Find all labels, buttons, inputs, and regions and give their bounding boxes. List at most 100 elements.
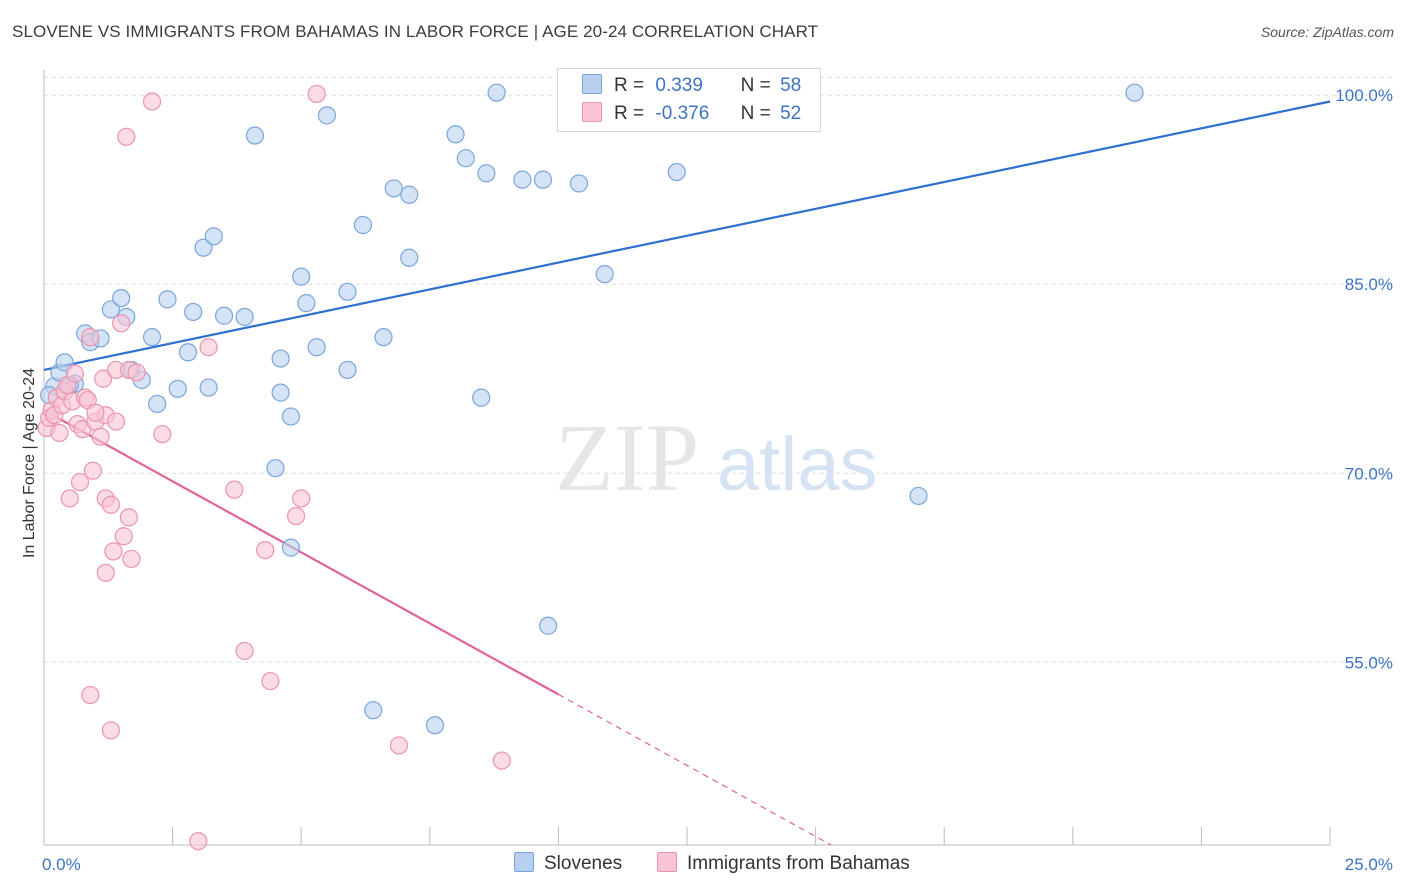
point-slovenes	[456, 149, 475, 168]
point-slovenes	[307, 338, 326, 357]
point-bahamas	[91, 427, 110, 446]
point-bahamas	[112, 314, 131, 333]
source-credit: Source: ZipAtlas.com	[1260, 24, 1394, 40]
point-bahamas	[225, 480, 244, 499]
x-tick-label: 25.0%	[1345, 855, 1393, 874]
point-slovenes	[338, 360, 357, 380]
point-bahamas	[117, 127, 136, 146]
y-tick-label: 70.0%	[1345, 464, 1393, 483]
point-slovenes	[446, 125, 465, 144]
point-bahamas	[86, 403, 105, 422]
point-bahamas	[81, 328, 100, 347]
legend-n-label: N =	[740, 103, 771, 124]
point-bahamas	[286, 506, 306, 526]
point-slovenes	[477, 164, 496, 183]
point-slovenes	[199, 378, 218, 397]
x-tick-label: 0.0%	[42, 855, 81, 874]
point-slovenes	[271, 383, 290, 402]
bottom-legend-slovenes: Slovenes	[514, 852, 622, 875]
legend-r-label: R =	[614, 103, 645, 124]
legend-n-label: N =	[740, 75, 771, 96]
y-tick-label: 55.0%	[1345, 653, 1393, 672]
point-slovenes	[292, 267, 311, 286]
point-bahamas	[94, 369, 113, 388]
watermark-zip: ZIP	[555, 404, 699, 511]
legend-r-label: R =	[614, 75, 645, 96]
legend-row-bahamas: R = -0.376 N = 52	[582, 101, 801, 127]
trend-line-bahamas	[43, 409, 559, 696]
point-slovenes	[374, 328, 393, 347]
y-tick-labels: 100.0% 85.0% 70.0% 55.0%	[1335, 86, 1393, 672]
y-axis-label: In Labor Force | Age 20-24	[21, 368, 38, 558]
bottom-legend-swatch-pink	[657, 852, 677, 872]
point-slovenes	[245, 126, 265, 145]
point-bahamas	[389, 736, 409, 755]
x-tick-labels: 0.0% 25.0%	[42, 855, 1393, 874]
point-slovenes	[158, 290, 177, 309]
y-tick-label: 85.0%	[1345, 275, 1393, 294]
point-slovenes	[338, 282, 357, 301]
point-slovenes	[271, 349, 290, 368]
bottom-legend-swatch-blue	[514, 852, 534, 872]
legend-swatch-blue	[582, 74, 602, 94]
point-bahamas	[122, 549, 141, 569]
point-bahamas	[127, 363, 146, 382]
grid-lines	[44, 76, 1395, 663]
point-slovenes	[297, 294, 316, 313]
point-slovenes	[569, 174, 589, 193]
point-bahamas	[96, 563, 115, 582]
point-bahamas	[60, 489, 79, 508]
point-bahamas	[70, 472, 90, 492]
point-slovenes	[364, 701, 383, 720]
point-slovenes	[178, 343, 198, 362]
point-bahamas	[235, 641, 254, 661]
point-slovenes	[194, 238, 213, 257]
point-slovenes	[168, 379, 187, 398]
point-bahamas	[83, 461, 102, 480]
point-bahamas	[199, 338, 218, 357]
bottom-legend-bahamas: Immigrants from Bahamas	[657, 852, 910, 875]
bottom-legend-label: Immigrants from Bahamas	[687, 853, 910, 874]
watermark-atlas: atlas	[717, 422, 878, 507]
point-slovenes	[214, 306, 234, 325]
legend-r-value: 0.339	[655, 75, 703, 96]
point-slovenes	[384, 179, 403, 198]
point-slovenes	[595, 265, 614, 284]
point-slovenes	[533, 170, 553, 189]
point-bahamas	[81, 685, 100, 705]
point-slovenes	[909, 486, 928, 506]
point-bahamas	[106, 412, 126, 431]
point-slovenes	[425, 716, 445, 735]
point-bahamas	[261, 672, 280, 691]
point-slovenes	[266, 459, 285, 478]
legend-n-value: 52	[780, 103, 802, 124]
point-bahamas	[292, 489, 311, 508]
point-slovenes	[148, 394, 167, 414]
point-bahamas	[153, 425, 172, 444]
point-bahamas	[492, 751, 511, 770]
point-slovenes	[353, 215, 373, 235]
point-slovenes	[472, 388, 491, 407]
point-slovenes	[184, 302, 203, 322]
axes	[43, 70, 1331, 846]
point-slovenes	[539, 616, 558, 635]
point-slovenes	[513, 170, 532, 189]
point-bahamas	[65, 364, 84, 383]
bottom-legend-label: Slovenes	[544, 853, 623, 874]
y-tick-label: 100.0%	[1335, 86, 1393, 105]
point-bahamas	[50, 423, 69, 443]
legend-r-value: -0.376	[655, 103, 710, 124]
point-slovenes	[235, 307, 254, 327]
chart-title: SLOVENE VS IMMIGRANTS FROM BAHAMAS IN LA…	[12, 22, 819, 41]
legend-n-value: 58	[780, 75, 802, 96]
legend-row-slovenes: R = 0.339 N = 58	[582, 73, 801, 99]
point-bahamas	[104, 542, 123, 561]
point-slovenes	[400, 248, 419, 267]
point-slovenes	[204, 227, 223, 246]
point-slovenes	[55, 353, 74, 372]
point-bahamas	[101, 495, 120, 514]
watermark: ZIP atlas	[555, 404, 878, 511]
point-slovenes	[400, 185, 419, 204]
point-slovenes	[317, 106, 337, 125]
